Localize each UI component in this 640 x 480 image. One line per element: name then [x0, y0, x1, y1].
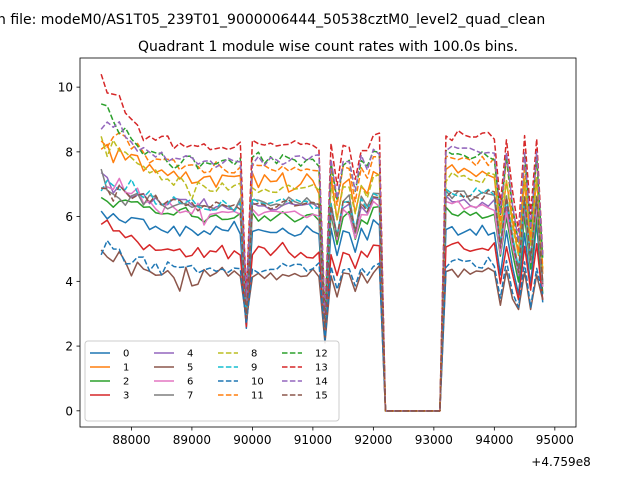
legend-label-3: 3: [123, 391, 129, 402]
legend-label-15: 15: [315, 391, 328, 402]
x-tick-label: 90000: [233, 433, 271, 447]
chart-title: Quadrant 1 module wise count rates with …: [138, 39, 518, 55]
x-tick-label: 91000: [294, 433, 332, 447]
series-group: [100, 73, 544, 412]
y-tick-label: 4: [65, 275, 73, 289]
legend-box: [84, 340, 340, 422]
y-tick-label: 6: [65, 210, 73, 224]
legend-label-9: 9: [251, 363, 257, 374]
legend-label-5: 5: [187, 363, 193, 374]
x-offset-label: +4.759e8: [531, 455, 590, 469]
legend-label-0: 0: [123, 349, 129, 360]
legend-label-13: 13: [315, 363, 328, 374]
y-tick-label: 2: [65, 340, 73, 354]
plot-frame: [79, 57, 577, 428]
x-tick-label: 89000: [173, 433, 211, 447]
legend-label-10: 10: [251, 377, 264, 388]
x-tick-label: 94000: [475, 433, 513, 447]
x-axis: 88000 89000 90000 91000 92000 93000 94000 95000: [112, 427, 574, 447]
legend-label-7: 7: [187, 391, 193, 402]
x-tick-label: 88000: [112, 433, 150, 447]
legend-label-1: 1: [123, 363, 129, 374]
legend-label-6: 6: [187, 377, 193, 388]
y-axis: 0 2 4 6 8 10: [58, 81, 80, 418]
legend-label-2: 2: [123, 377, 129, 388]
series-line-12: [100, 103, 544, 412]
legend-label-12: 12: [315, 349, 328, 360]
x-tick-label: 95000: [536, 433, 574, 447]
series-line-10: [100, 239, 544, 412]
series-line-15: [101, 184, 544, 412]
legend-label-11: 11: [251, 391, 264, 402]
x-tick-label: 93000: [415, 433, 453, 447]
figure-suptitle: n file: modeM0/AS1T05_239T01_9000006444_…: [0, 12, 545, 28]
x-tick-label: 92000: [354, 433, 392, 447]
legend-label-14: 14: [315, 377, 328, 388]
legend-label-8: 8: [251, 349, 257, 360]
y-tick-label: 8: [65, 145, 73, 159]
y-tick-label: 0: [65, 404, 73, 418]
legend-label-4: 4: [187, 349, 193, 360]
y-tick-label: 10: [58, 81, 73, 95]
